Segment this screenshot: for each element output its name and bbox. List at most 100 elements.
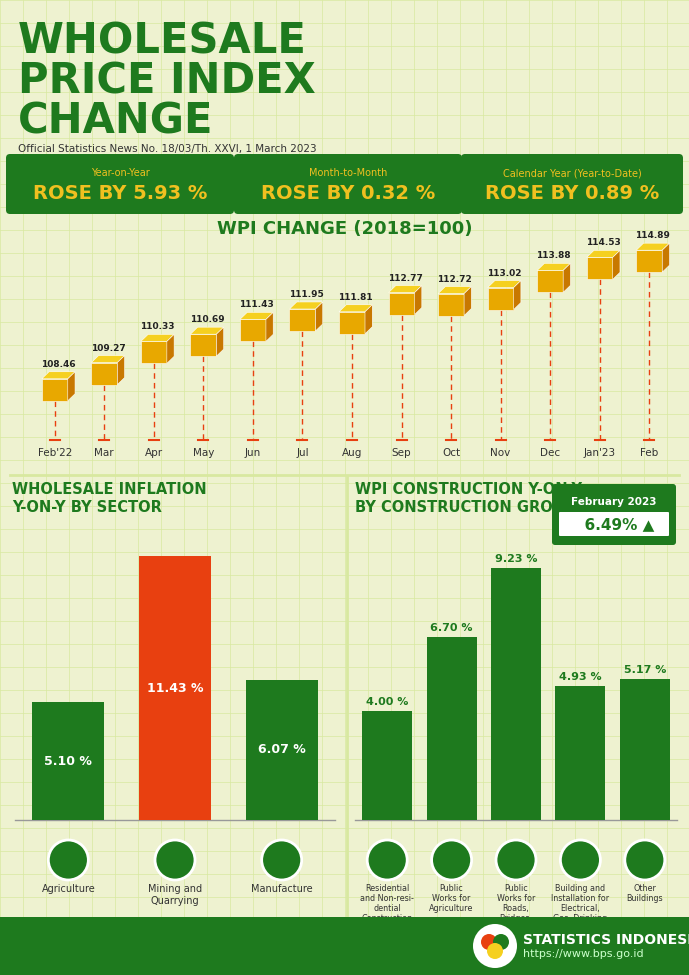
Polygon shape: [563, 263, 570, 292]
Polygon shape: [92, 356, 125, 363]
Text: Mar: Mar: [94, 448, 114, 458]
Bar: [139, 556, 211, 820]
Text: Apr: Apr: [145, 448, 163, 458]
Polygon shape: [636, 243, 670, 251]
Text: May: May: [193, 448, 214, 458]
Text: Dec: Dec: [540, 448, 560, 458]
Polygon shape: [339, 312, 365, 333]
Polygon shape: [117, 356, 125, 384]
Polygon shape: [141, 341, 167, 364]
Bar: [555, 685, 606, 820]
Text: ROSE BY 5.93 %: ROSE BY 5.93 %: [33, 184, 207, 203]
Text: Jun: Jun: [245, 448, 261, 458]
Text: 110.69: 110.69: [189, 315, 225, 324]
Circle shape: [487, 943, 503, 959]
Text: Sep: Sep: [392, 448, 411, 458]
Text: 5.10 %: 5.10 %: [44, 755, 92, 767]
Polygon shape: [42, 371, 75, 379]
Polygon shape: [415, 286, 422, 315]
Polygon shape: [613, 251, 620, 280]
Circle shape: [496, 840, 536, 880]
Text: PRICE INDEX: PRICE INDEX: [18, 60, 316, 102]
Text: Feb: Feb: [640, 448, 659, 458]
FancyBboxPatch shape: [559, 512, 669, 536]
Text: 9.23 %: 9.23 %: [495, 554, 537, 565]
Text: 4.93 %: 4.93 %: [559, 672, 601, 682]
Text: Residential
and Non-resi-
dential
Construction: Residential and Non-resi- dential Constr…: [360, 884, 414, 923]
Polygon shape: [339, 305, 372, 312]
Circle shape: [48, 840, 88, 880]
Polygon shape: [289, 309, 316, 331]
Text: Mining and
Quarrying: Mining and Quarrying: [148, 884, 202, 906]
Text: Month-to-Month: Month-to-Month: [309, 168, 387, 178]
Bar: [426, 638, 477, 820]
Text: WPI CONSTRUCTION Y-ON-Y
BY CONSTRUCTION GROUP: WPI CONSTRUCTION Y-ON-Y BY CONSTRUCTION …: [355, 482, 582, 515]
Text: 112.72: 112.72: [438, 275, 472, 284]
Text: Jan'23: Jan'23: [584, 448, 616, 458]
Polygon shape: [438, 293, 464, 316]
Text: Nov: Nov: [491, 448, 511, 458]
Circle shape: [560, 840, 600, 880]
Text: Manufacture: Manufacture: [251, 884, 313, 894]
Polygon shape: [190, 328, 224, 334]
Text: ROSE BY 0.32 %: ROSE BY 0.32 %: [261, 184, 435, 203]
Text: 113.02: 113.02: [487, 268, 522, 278]
Text: Jul: Jul: [296, 448, 309, 458]
Text: ROSE BY 0.89 %: ROSE BY 0.89 %: [485, 184, 659, 203]
Polygon shape: [42, 379, 68, 401]
Circle shape: [625, 840, 665, 880]
Polygon shape: [389, 286, 422, 292]
Text: Other
Buildings: Other Buildings: [626, 884, 663, 903]
Text: Year-on-Year: Year-on-Year: [91, 168, 150, 178]
Circle shape: [155, 840, 195, 880]
Circle shape: [367, 840, 407, 880]
Polygon shape: [289, 302, 322, 309]
Text: 114.89: 114.89: [635, 231, 670, 240]
Text: Oct: Oct: [442, 448, 460, 458]
Text: Public
Works for
Agriculture: Public Works for Agriculture: [429, 884, 474, 914]
Polygon shape: [190, 334, 216, 356]
Text: 6.49% ▲: 6.49% ▲: [574, 518, 654, 532]
Text: 111.43: 111.43: [239, 300, 274, 309]
Polygon shape: [488, 288, 513, 310]
Polygon shape: [240, 320, 266, 341]
Polygon shape: [389, 292, 415, 315]
Polygon shape: [537, 263, 570, 270]
Bar: [362, 711, 412, 820]
Polygon shape: [537, 270, 563, 292]
Circle shape: [493, 934, 509, 950]
Polygon shape: [240, 312, 274, 320]
FancyBboxPatch shape: [461, 154, 683, 214]
Text: 111.95: 111.95: [289, 290, 323, 299]
Polygon shape: [513, 281, 521, 310]
Text: WHOLESALE INFLATION
Y-ON-Y BY SECTOR: WHOLESALE INFLATION Y-ON-Y BY SECTOR: [12, 482, 207, 515]
Polygon shape: [92, 363, 117, 384]
Bar: [491, 568, 541, 820]
Text: 6.07 %: 6.07 %: [258, 744, 305, 757]
Text: Calendar Year (Year-to-Date): Calendar Year (Year-to-Date): [502, 168, 641, 178]
Text: February 2023: February 2023: [571, 497, 657, 507]
Polygon shape: [266, 312, 274, 341]
Text: 111.81: 111.81: [338, 292, 373, 301]
Text: 4.00 %: 4.00 %: [366, 697, 409, 707]
Text: CHANGE: CHANGE: [18, 100, 214, 142]
Text: STATISTICS INDONESIA: STATISTICS INDONESIA: [523, 933, 689, 947]
Text: 113.88: 113.88: [537, 252, 571, 260]
Text: Agriculture: Agriculture: [41, 884, 95, 894]
Text: Public
Works for
Roads,
Bridges,
and Ports: Public Works for Roads, Bridges, and Por…: [497, 884, 535, 933]
Text: WPI CHANGE (2018=100): WPI CHANGE (2018=100): [217, 220, 472, 238]
Polygon shape: [216, 328, 224, 356]
Polygon shape: [365, 305, 372, 333]
Text: Aug: Aug: [342, 448, 362, 458]
Polygon shape: [488, 281, 521, 288]
FancyBboxPatch shape: [234, 154, 462, 214]
Text: 11.43 %: 11.43 %: [147, 682, 203, 694]
Text: 109.27: 109.27: [90, 343, 125, 353]
Polygon shape: [464, 287, 471, 316]
Text: WHOLESALE: WHOLESALE: [18, 20, 307, 62]
Text: 114.53: 114.53: [586, 238, 621, 248]
Text: 6.70 %: 6.70 %: [431, 623, 473, 634]
Polygon shape: [636, 251, 662, 272]
Text: 108.46: 108.46: [41, 360, 76, 369]
Circle shape: [473, 924, 517, 968]
